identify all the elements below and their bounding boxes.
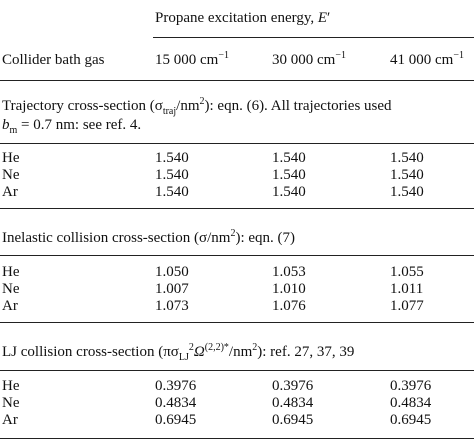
cell: 1.540 <box>155 167 189 183</box>
text: 2 <box>188 342 194 353</box>
rule <box>0 255 474 256</box>
row-label: Ar <box>2 412 18 428</box>
section-title: Inelastic collision cross-section (σ/nm2… <box>2 229 295 247</box>
text: ): eqn. (7) <box>235 230 296 246</box>
cell: 1.540 <box>272 150 306 166</box>
text: Ω <box>193 344 205 360</box>
text: E <box>317 10 328 26</box>
cell: 1.540 <box>155 150 189 166</box>
rule <box>0 322 474 323</box>
row-label: Ne <box>2 395 20 411</box>
cell: 1.540 <box>390 167 424 183</box>
cell: 1.540 <box>272 184 306 200</box>
cell: 0.3976 <box>390 378 432 394</box>
text: /nm <box>176 98 200 114</box>
rule <box>0 143 474 144</box>
section-title: LJ collision cross-section (πσLJ2Ω(2,2)*… <box>2 342 355 363</box>
text: Trajectory cross-section (σ <box>2 98 163 114</box>
cell: 1.540 <box>390 184 424 200</box>
cell: 0.6945 <box>272 412 314 428</box>
column-header: 15 000 cm−1 <box>155 51 229 69</box>
cell: 0.3976 <box>272 378 314 394</box>
group-title: Propane excitation energy, E′ <box>155 9 330 27</box>
rule <box>0 370 474 371</box>
row-label: Ar <box>2 298 18 314</box>
cell: 1.011 <box>390 281 424 297</box>
row-label: He <box>2 378 20 394</box>
cell: 1.540 <box>272 167 306 183</box>
text: LJ collision cross-section (πσ <box>2 344 179 360</box>
cell: 0.4834 <box>155 395 197 411</box>
text: Inelastic collision cross-section (σ/nm <box>2 230 231 246</box>
cell: 1.053 <box>272 264 306 280</box>
row-header: Collider bath gas <box>2 52 105 68</box>
text: −1 <box>453 50 464 61</box>
text: LJ <box>178 352 189 363</box>
row-label: Ar <box>2 184 18 200</box>
row-label: He <box>2 264 20 280</box>
text: −1 <box>218 50 229 61</box>
text: Propane excitation energy, <box>155 10 318 26</box>
text: 2 <box>230 228 236 239</box>
cell: 1.010 <box>272 281 306 297</box>
text: ): ref. 27, 37, 39 <box>257 344 355 360</box>
cell: 0.6945 <box>155 412 197 428</box>
row-label: Ne <box>2 281 20 297</box>
text: = 0.7 nm: see ref. 4. <box>17 117 142 133</box>
text: 30 000 cm <box>272 52 336 68</box>
rule <box>153 37 474 38</box>
column-header: 30 000 cm−1 <box>272 51 346 69</box>
text: b <box>2 117 10 133</box>
text: 15 000 cm <box>155 52 219 68</box>
text: ′ <box>327 10 331 26</box>
column-header: 41 000 cm−1 <box>390 51 464 69</box>
text: 2 <box>199 96 205 107</box>
cell: 0.4834 <box>390 395 432 411</box>
text: m <box>9 125 18 136</box>
text: 41 000 cm <box>390 52 454 68</box>
cell: 1.050 <box>155 264 189 280</box>
cell: 0.6945 <box>390 412 432 428</box>
text: /nm <box>228 344 253 360</box>
cell: 1.540 <box>390 150 424 166</box>
text: 2 <box>252 342 258 353</box>
cell: 0.3976 <box>155 378 197 394</box>
cell: 0.4834 <box>272 395 314 411</box>
rule <box>0 438 474 439</box>
row-label: He <box>2 150 20 166</box>
rule <box>0 80 474 81</box>
row-label: Ne <box>2 167 20 183</box>
cell: 1.007 <box>155 281 189 297</box>
text: (2,2)* <box>204 342 229 353</box>
cell: 1.073 <box>155 298 189 314</box>
text: ): eqn. (6). All trajectories used <box>204 98 392 114</box>
cell: 1.077 <box>390 298 424 314</box>
cell: 1.540 <box>155 184 189 200</box>
cell: 1.055 <box>390 264 424 280</box>
cell: 1.076 <box>272 298 306 314</box>
section-title: bm = 0.7 nm: see ref. 4. <box>2 116 142 136</box>
section-title: Trajectory cross-section (σtraj/nm2): eq… <box>2 96 392 117</box>
rule <box>0 208 474 209</box>
text: −1 <box>335 50 346 61</box>
text: traj <box>162 106 177 117</box>
